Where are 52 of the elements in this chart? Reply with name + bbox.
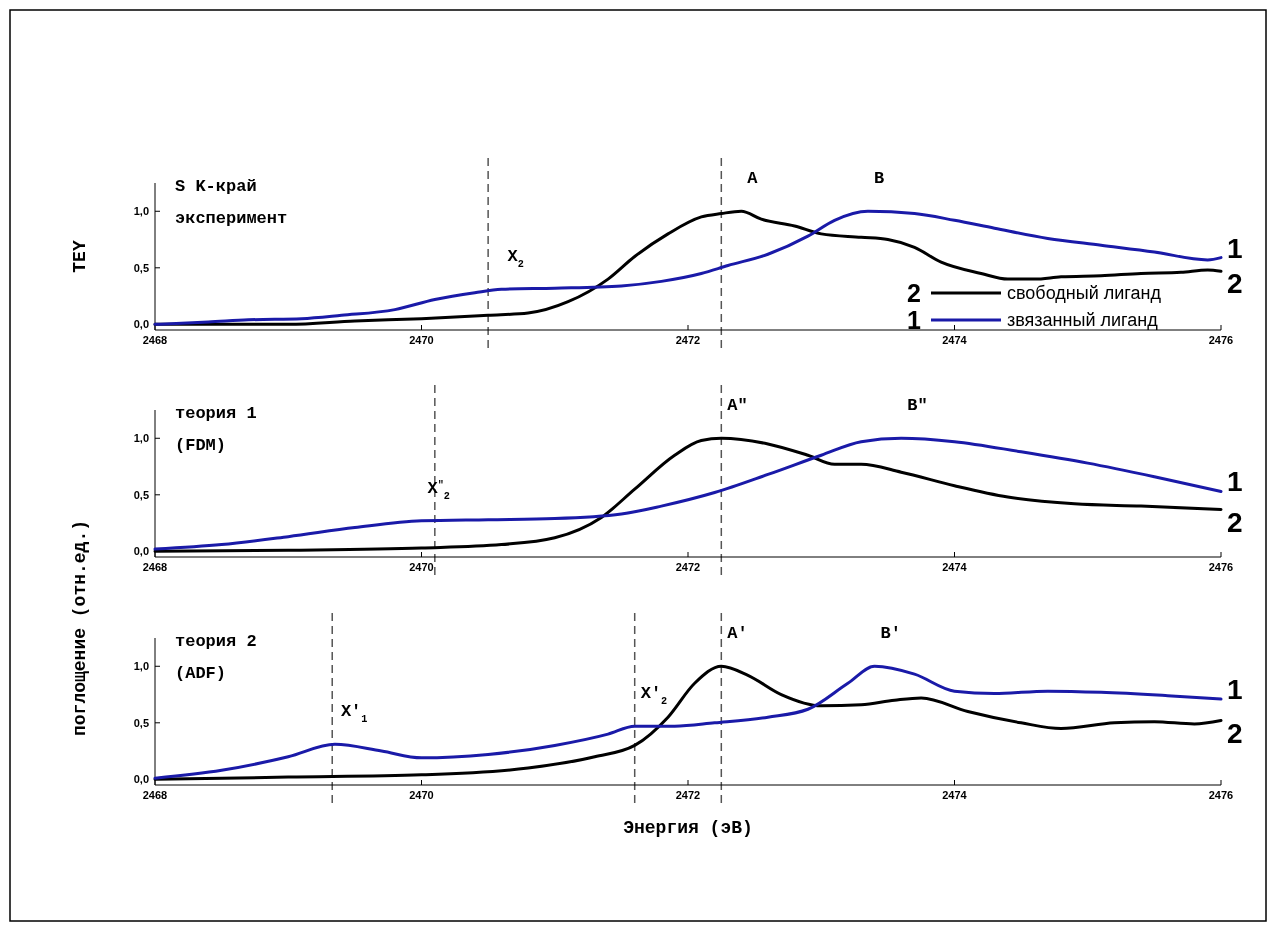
text: эксперимент bbox=[175, 209, 288, 228]
x-tick-label: 2476 bbox=[1208, 561, 1234, 573]
y-axis-title: поглощение (отн.ед.) bbox=[70, 519, 90, 737]
annotation: 1 bbox=[1227, 232, 1243, 264]
annotation: 2 bbox=[1227, 268, 1243, 300]
y-tick-label: 1,0 bbox=[133, 432, 149, 445]
x-tick-label: 2474 bbox=[942, 334, 968, 346]
annotation: A' bbox=[727, 624, 748, 644]
annotation: 2 bbox=[1227, 506, 1243, 538]
y-tick-label: 1,0 bbox=[133, 660, 149, 673]
legend-label: звязанный лиганд bbox=[1007, 310, 1159, 330]
annotation: A" bbox=[727, 396, 748, 416]
chart-title: S K-край bbox=[175, 177, 257, 196]
y-axis-title: TEY bbox=[70, 240, 90, 273]
y-tick-label: 0,0 bbox=[133, 773, 149, 786]
text: (FDM) bbox=[175, 436, 227, 455]
annotation: X$_{2}$ bbox=[507, 247, 524, 270]
annotation: 1 bbox=[1227, 674, 1243, 706]
annotation: B' bbox=[880, 624, 901, 644]
x-tick-label: 2468 bbox=[142, 789, 168, 801]
annotation: 1 bbox=[907, 306, 922, 334]
y-tick-label: 0,5 bbox=[133, 488, 149, 501]
x-tick-label: 2468 bbox=[142, 561, 168, 573]
x-tick-label: 2476 bbox=[1208, 334, 1234, 346]
y-tick-label: 0,5 bbox=[133, 716, 149, 729]
annotation: X'$_{1}$ bbox=[340, 702, 368, 725]
x-tick-label: 2470 bbox=[409, 789, 434, 801]
annotation: B" bbox=[907, 396, 928, 416]
x-tick-label: 2472 bbox=[675, 334, 701, 346]
y-tick-label: 0,5 bbox=[133, 261, 149, 274]
text: (ADF) bbox=[175, 664, 227, 683]
x-tick-label: 2472 bbox=[675, 789, 701, 801]
x-tick-label: 2468 bbox=[142, 334, 168, 346]
x-tick-label: 2474 bbox=[942, 561, 968, 573]
chart-title: теория 1 bbox=[175, 404, 257, 423]
chart-title: теория 2 bbox=[175, 632, 257, 651]
x-tick-label: 2472 bbox=[675, 561, 701, 573]
annotation: X'$_{2}$ bbox=[640, 684, 668, 707]
x-tick-label: 2470 bbox=[409, 561, 434, 573]
y-tick-label: 1,0 bbox=[133, 205, 149, 218]
x-axis-title: Энергия (эВ) bbox=[623, 818, 753, 838]
annotation: A bbox=[747, 169, 759, 189]
annotation: 2 bbox=[907, 279, 921, 307]
x-tick-label: 2476 bbox=[1208, 789, 1234, 801]
x-tick-label: 2474 bbox=[942, 789, 968, 801]
legend-label: свободный лиганд bbox=[1007, 283, 1162, 303]
annotation: 2 bbox=[1227, 717, 1243, 749]
y-tick-label: 0,0 bbox=[133, 545, 149, 558]
x-tick-label: 2470 bbox=[409, 334, 434, 346]
annotation: 1 bbox=[1227, 466, 1243, 498]
y-tick-label: 0,0 bbox=[133, 318, 149, 331]
annotation: B bbox=[873, 169, 885, 189]
